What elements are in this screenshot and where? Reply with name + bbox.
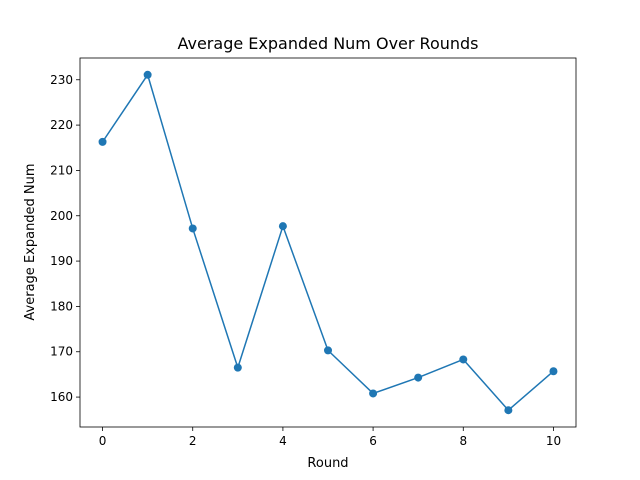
chart-title: Average Expanded Num Over Rounds — [177, 34, 478, 53]
y-tick-label: 220 — [50, 118, 73, 132]
data-point — [414, 373, 423, 382]
data-point — [324, 346, 332, 355]
y-tick-label: 180 — [50, 299, 73, 313]
x-axis-label: Round — [307, 456, 348, 471]
data-point — [459, 355, 468, 364]
data-point — [504, 406, 513, 415]
data-point — [188, 224, 197, 233]
x-tick-label: 6 — [369, 434, 377, 448]
y-tick-label: 160 — [50, 390, 73, 404]
y-tick-label: 190 — [50, 254, 73, 268]
y-tick-label: 210 — [50, 163, 73, 177]
x-tick-label: 4 — [279, 434, 287, 448]
data-point — [278, 222, 287, 231]
plot-area: 0 2 4 6 8 10 160 170 180 190 200 210 220 230 — [50, 57, 577, 448]
x-tick-label: 8 — [459, 434, 467, 448]
data-point — [143, 70, 152, 79]
data-point — [369, 389, 378, 398]
x-tick-label: 10 — [546, 434, 561, 448]
y-axis-label: Average Expanded Num — [23, 163, 38, 320]
x-tick-label: 2 — [189, 434, 197, 448]
y-tick-label: 230 — [50, 73, 73, 87]
data-point — [549, 367, 558, 376]
plot-frame — [79, 57, 577, 428]
data-point — [233, 363, 242, 372]
data-point — [98, 137, 107, 146]
y-tick-label: 200 — [50, 209, 73, 223]
x-tick-label: 0 — [99, 434, 107, 448]
y-tick-label: 170 — [50, 345, 73, 359]
